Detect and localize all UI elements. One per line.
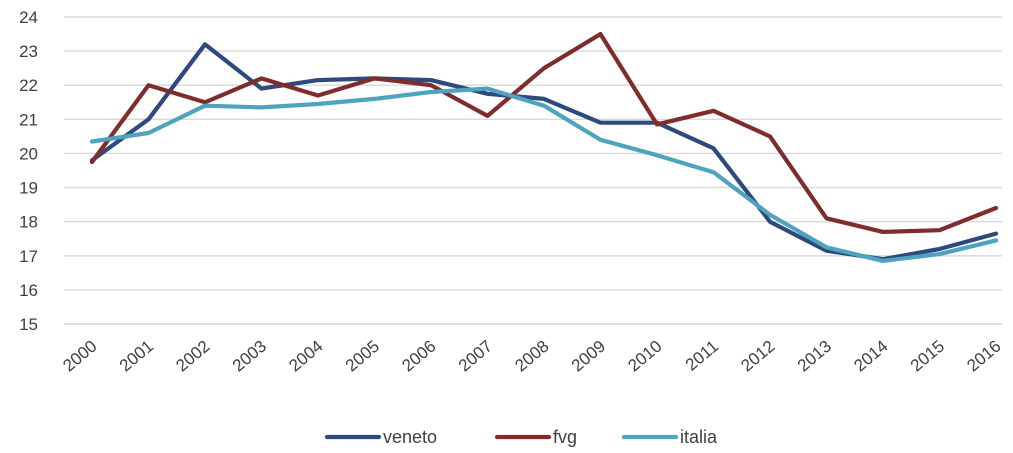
x-tick-label-2005: 2005: [342, 337, 383, 376]
x-tick-label-2009: 2009: [568, 337, 609, 376]
y-tick-label-24: 24: [19, 8, 38, 27]
legend-label-veneto: veneto: [383, 427, 437, 447]
series-line-fvg: [89, 31, 999, 234]
x-tick-label-2010: 2010: [624, 337, 665, 376]
y-tick-label-17: 17: [19, 247, 38, 266]
y-axis-tick-labels: 15 16 17 18 19 20 21 22 23 24: [19, 8, 38, 334]
y-tick-label-16: 16: [19, 281, 38, 300]
x-tick-label-2001: 2001: [116, 337, 157, 376]
y-tick-label-19: 19: [19, 179, 38, 198]
legend-label-italia: italia: [680, 427, 718, 447]
x-tick-label-2000: 2000: [59, 337, 100, 376]
series-lines: [89, 31, 999, 263]
x-tick-label-2002: 2002: [172, 337, 213, 376]
legend-label-fvg: fvg: [553, 427, 577, 447]
x-axis-tick-labels: 2000 2001 2002 2003 2004 2005 2006 2007 2008 2009…: [59, 337, 1004, 376]
x-tick-label-2014: 2014: [850, 337, 891, 376]
y-tick-label-20: 20: [19, 144, 38, 163]
y-tick-label-22: 22: [19, 76, 38, 95]
x-tick-label-2016: 2016: [963, 337, 1004, 376]
y-tick-label-23: 23: [19, 42, 38, 61]
x-tick-label-2015: 2015: [907, 337, 948, 376]
x-tick-label-2013: 2013: [794, 337, 835, 376]
x-tick-label-2004: 2004: [285, 337, 326, 376]
y-tick-label-21: 21: [19, 110, 38, 129]
series-line-italia: [89, 86, 999, 263]
legend: veneto fvg italia: [324, 427, 718, 447]
y-tick-label-15: 15: [19, 315, 38, 334]
x-tick-label-2012: 2012: [737, 337, 778, 376]
x-tick-label-2007: 2007: [455, 337, 496, 376]
x-tick-label-2008: 2008: [511, 337, 552, 376]
gridlines: [64, 16, 1002, 325]
x-tick-label-2006: 2006: [398, 337, 439, 376]
y-tick-label-18: 18: [19, 213, 38, 232]
x-tick-label-2011: 2011: [682, 337, 722, 375]
x-tick-label-2003: 2003: [229, 337, 270, 376]
